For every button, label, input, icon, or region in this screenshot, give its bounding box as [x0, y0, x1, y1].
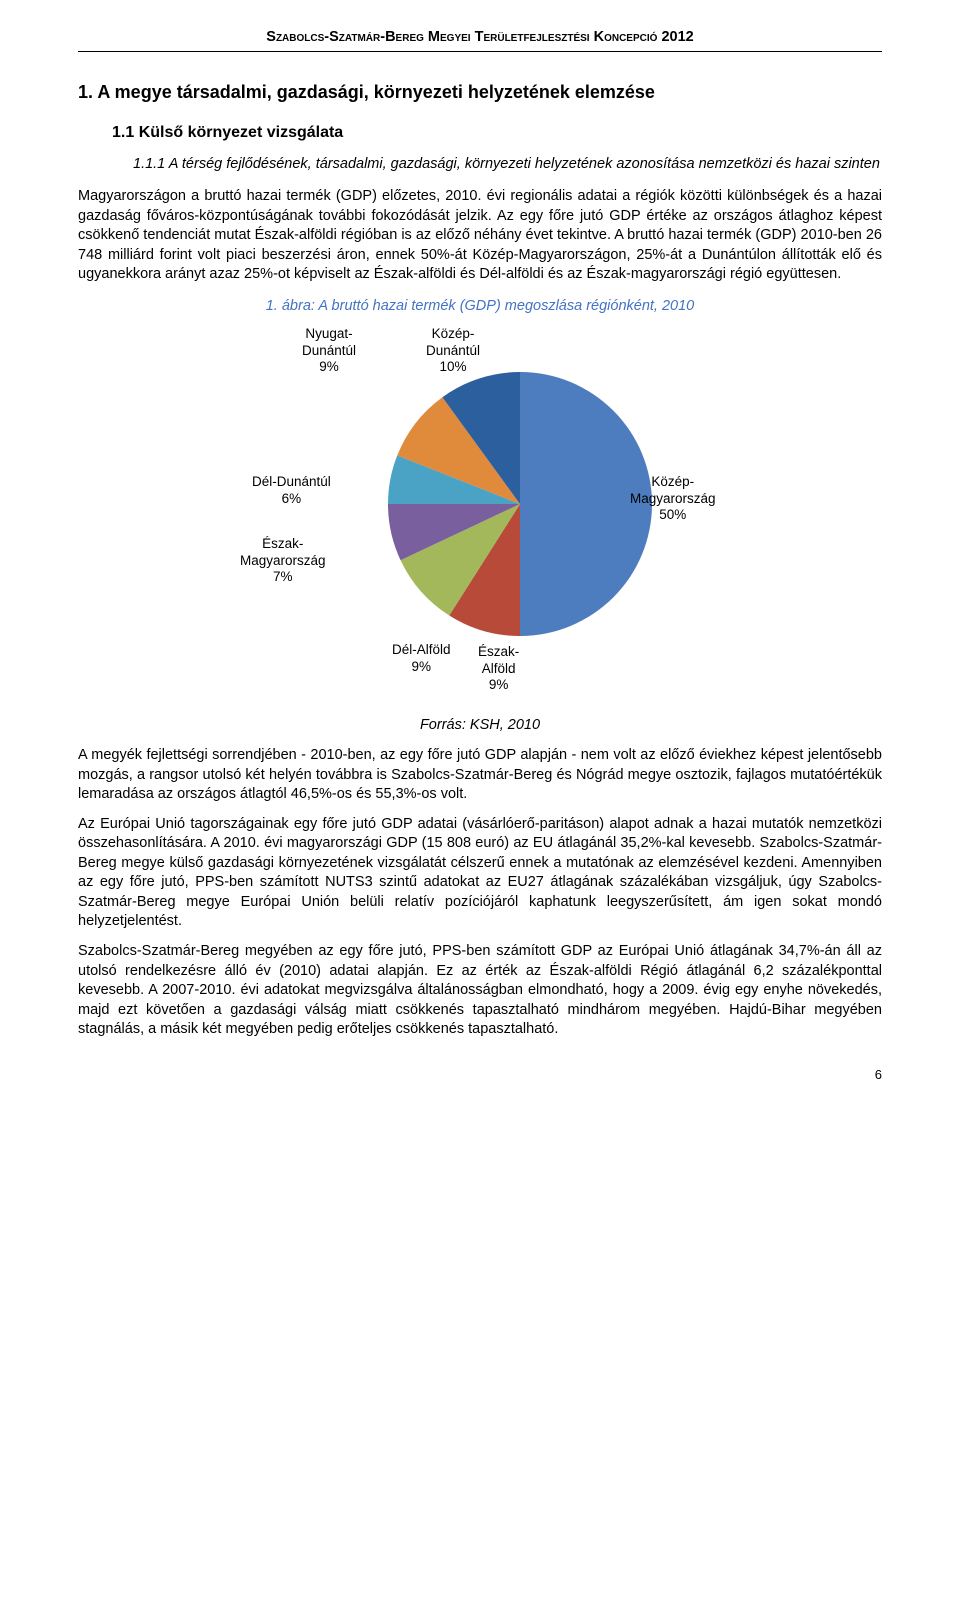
paragraph-1: Magyarországon a bruttó hazai termék (GD…	[78, 187, 882, 285]
pie-label-d-l-alf-ld: Dél-Alföld 9%	[392, 642, 451, 674]
pie-label-k-z-p-magyarorsz-g: Közép- Magyarország 50%	[630, 474, 716, 523]
pie-label-nyugat-dun-nt-l: Nyugat- Dunántúl 9%	[302, 326, 356, 375]
pie-label-k-z-p-dun-nt-l: Közép- Dunántúl 10%	[426, 326, 480, 375]
pie-svg	[380, 364, 660, 644]
pie-label--szak-magyarorsz-g: Észak- Magyarország 7%	[240, 536, 326, 585]
paragraph-3: Az Európai Unió tagországainak egy főre …	[78, 815, 882, 932]
paragraph-2: A megyék fejlettségi sorrendjében - 2010…	[78, 746, 882, 805]
page-number: 6	[78, 1066, 882, 1084]
gdp-pie-chart: Közép- Magyarország 50% Észak- Alföld 9% D…	[200, 324, 760, 704]
chart-source: Forrás: KSH, 2010	[78, 716, 882, 736]
pie-label-d-l-dun-nt-l: Dél-Dunántúl 6%	[252, 474, 331, 506]
heading-1: 1. A megye társadalmi, gazdasági, környe…	[78, 80, 882, 104]
figure-caption: 1. ábra: A bruttó hazai termék (GDP) meg…	[78, 297, 882, 317]
pie-label--szak-alf-ld: Észak- Alföld 9%	[478, 644, 519, 693]
heading-1-1: 1.1 Külső környezet vizsgálata	[112, 122, 882, 144]
heading-1-1-1: 1.1.1 A térség fejlődésének, társadalmi,…	[133, 155, 882, 175]
page-header: Szabolcs-Szatmár-Bereg Megyei Területfej…	[78, 28, 882, 52]
paragraph-4: Szabolcs-Szatmár-Bereg megyében az egy f…	[78, 942, 882, 1040]
